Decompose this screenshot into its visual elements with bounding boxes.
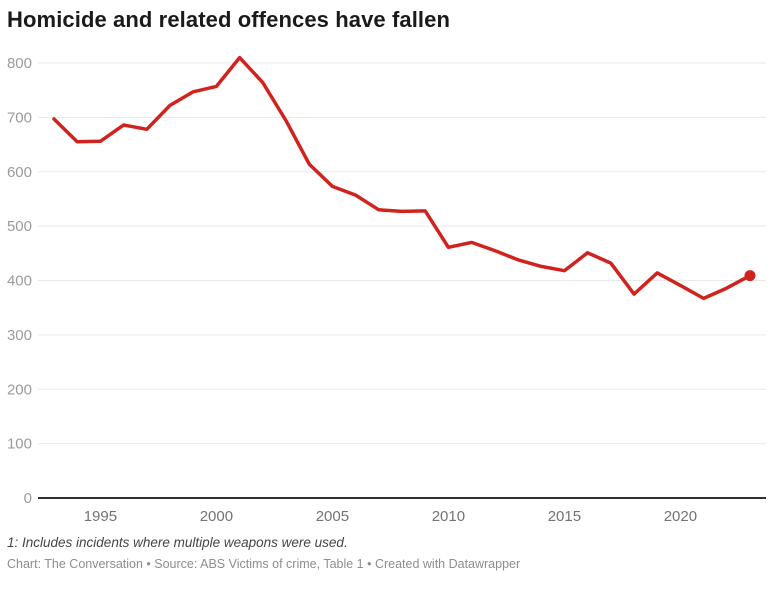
y-axis-tick-label: 0 bbox=[24, 490, 32, 507]
x-axis-tick-label: 1995 bbox=[84, 508, 117, 524]
y-axis-tick-label: 700 bbox=[7, 109, 32, 126]
y-axis-tick-label: 100 bbox=[7, 436, 32, 453]
line-endpoint-dot bbox=[744, 270, 756, 282]
source-byline: Chart: The Conversation • Source: ABS Vi… bbox=[7, 557, 521, 571]
homicide-line-chart: 0 100 200 300 400 500 600 700 800 1995 2000 2005 201… bbox=[7, 55, 766, 524]
y-axis-tick-label: 800 bbox=[7, 55, 32, 72]
homicide-series-line bbox=[52, 55, 752, 301]
y-axis-tick-label: 400 bbox=[7, 273, 32, 290]
y-axis-tick-label: 300 bbox=[7, 327, 32, 344]
y-axis-tick-label: 600 bbox=[7, 164, 32, 181]
y-axis-tick-label: 200 bbox=[7, 381, 32, 398]
chart-title: Homicide and related offences have falle… bbox=[7, 7, 451, 32]
x-axis-tick-label: 2000 bbox=[200, 508, 233, 524]
x-axis-tick-label: 2010 bbox=[432, 508, 465, 524]
x-axis-tick-label: 2005 bbox=[316, 508, 349, 524]
y-axis-tick-label: 500 bbox=[7, 218, 32, 235]
x-axis-tick-label: 2015 bbox=[548, 508, 581, 524]
x-axis-tick-label: 2020 bbox=[664, 508, 697, 524]
footnote: 1: Includes incidents where multiple wea… bbox=[7, 535, 348, 550]
